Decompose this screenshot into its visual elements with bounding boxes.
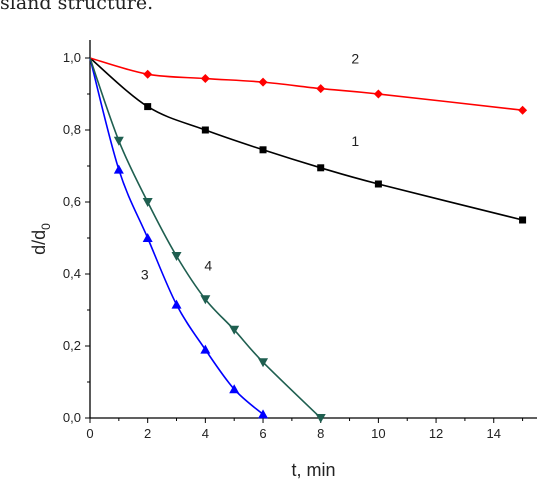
data-point [171, 299, 182, 309]
data-point [518, 105, 528, 115]
series-1: 1 [89, 57, 527, 224]
data-point [229, 384, 240, 394]
data-point [200, 74, 210, 84]
data-point [373, 89, 383, 99]
data-point [200, 344, 211, 354]
series-line-2 [89, 57, 523, 111]
data-point [113, 164, 124, 174]
series-4: 4 [89, 57, 326, 423]
series-2: 2 [89, 50, 528, 115]
data-point [316, 84, 326, 94]
y-tick-label: 0,0 [63, 410, 81, 425]
data-point [142, 198, 153, 207]
data-point [317, 164, 325, 172]
series-label-3: 3 [141, 266, 149, 282]
data-point [258, 77, 268, 87]
data-point [144, 103, 152, 111]
x-tick-label: 2 [144, 426, 151, 441]
y-tick-label: 1,0 [63, 50, 81, 65]
data-point [171, 252, 182, 261]
data-point [200, 295, 211, 305]
caption-fragment: sland structure. [0, 0, 154, 14]
series-3: 3 [89, 57, 269, 419]
series-line-1 [89, 57, 523, 221]
data-point [258, 409, 269, 419]
x-tick-label: 14 [487, 426, 501, 441]
series-layer: 1 2 3 4 [89, 50, 528, 423]
data-point [259, 146, 267, 154]
y-axis-title-main: d/d [29, 230, 49, 255]
data-point [258, 358, 269, 368]
x-tick-label: 12 [429, 426, 443, 441]
x-tick-label: 10 [371, 426, 385, 441]
x-tick-label: 0 [86, 426, 93, 441]
data-point [374, 180, 382, 188]
x-tick-label: 4 [202, 426, 209, 441]
y-tick-label: 0,6 [63, 194, 81, 209]
data-point [143, 69, 153, 79]
data-point [519, 216, 527, 224]
series-label-4: 4 [204, 257, 212, 273]
y-tick-label: 0,2 [63, 338, 81, 353]
data-point [201, 126, 209, 134]
series-label-2: 2 [351, 50, 359, 66]
y-tick-label: 0,8 [63, 122, 81, 137]
series-line-4 [89, 57, 322, 419]
axes: 0 2 4 6 8 10 12 140,00,20,40,60,81,0 [63, 40, 537, 441]
x-axis-title: t, min [291, 460, 335, 480]
data-point [315, 414, 326, 423]
y-tick-label: 0,4 [63, 266, 81, 281]
series-label-1: 1 [351, 133, 359, 149]
data-point [113, 136, 124, 146]
x-tick-label: 6 [259, 426, 266, 441]
series-line-3 [89, 57, 264, 416]
y-axis-title-subscript: 0 [39, 223, 53, 230]
data-point [142, 233, 153, 242]
data-point [229, 325, 240, 335]
x-tick-label: 8 [317, 426, 324, 441]
y-axis-title: d/d0 [29, 223, 53, 255]
